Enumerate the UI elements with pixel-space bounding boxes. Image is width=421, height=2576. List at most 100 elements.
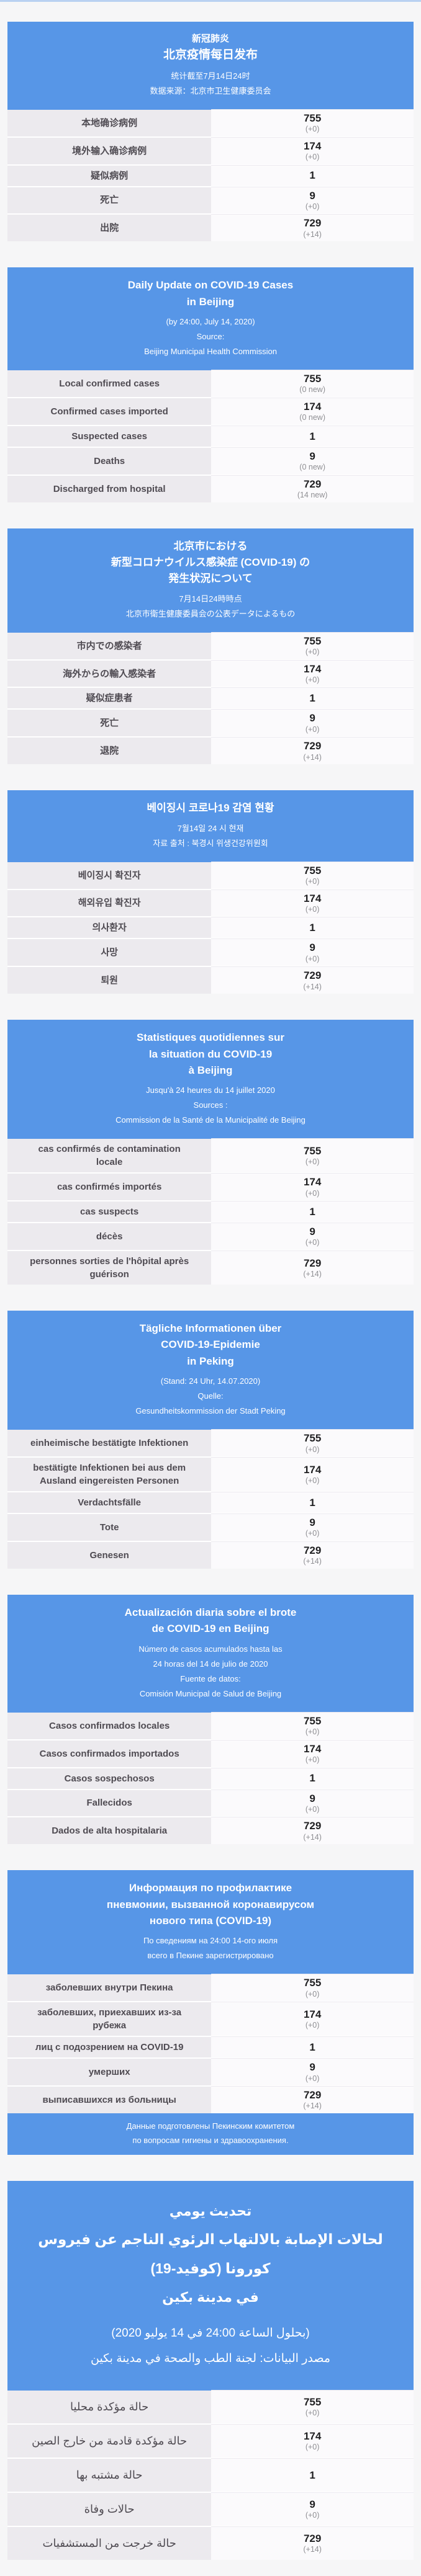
stat-label: Tote [7, 1514, 212, 1541]
stat-row: 海外からの輸入感染者 174 (+0) [7, 659, 414, 687]
stat-row: 本地确诊病例 755 (+0) [7, 109, 414, 136]
stat-delta: (+0) [305, 1238, 320, 1247]
stat-delta: (+14) [303, 982, 322, 991]
stat-value: 174 [303, 1742, 322, 1755]
stat-label: حالة مؤكدة محليا [7, 2390, 212, 2423]
section-fr: Statistiques quotidiennes sur la situatio… [7, 1020, 414, 1285]
stat-label: Fallecidos [7, 1789, 212, 1817]
stat-value-cell: 9 (+0) [211, 186, 414, 214]
section-de: Tägliche Informationen über COVID-19-Epid… [7, 1311, 414, 1569]
stat-label: cas confirmés importés [7, 1174, 212, 1201]
stat-row: заболевших, приехавших из-за рубежа 174 (+… [7, 2001, 414, 2036]
stat-value: 174 [303, 662, 322, 675]
section-subtitle-line: 7月14日24時時点 [179, 594, 242, 604]
stat-value-cell: 9 (+0) [211, 1789, 414, 1817]
stat-row: Local confirmed cases 755 (0 new) [7, 370, 414, 397]
section-title: Statistiques quotidiennes sur la situatio… [16, 1030, 405, 1079]
stat-row: 疑似病例 1 [7, 164, 414, 186]
stat-value: 174 [303, 1463, 322, 1476]
section-title: 베이징시 코로나19 감염 현황 [16, 800, 405, 816]
section-subtitle: 统计截至7月14日24时 数据来源：北京市卫生健康委员会 [16, 69, 405, 99]
stat-label: Discharged from hospital [7, 475, 212, 502]
stat-label: حالة مؤكدة قادمة من خارج الصين [7, 2424, 212, 2458]
stat-label: 境外输入确诊病例 [7, 137, 212, 164]
stat-value: 729 [303, 2533, 322, 2545]
section-title-line: لحالات الإصابة بالالتهاب الرئوي الناجم ع… [38, 2231, 383, 2277]
section-title-line: in Beijing [186, 295, 235, 308]
stat-row: Tote 9 (+0) [7, 1513, 414, 1541]
section-subtitle: 7월14일 24 시 현재 자료 출처 : 북경시 위생건강위원회 [16, 821, 405, 851]
stat-value: 1 [309, 1497, 315, 1509]
stat-label: 本地确诊病例 [7, 109, 212, 136]
section-title: Daily Update on COVID-19 Cases in Beijing [16, 277, 405, 310]
section-ar: تحديث يومي لحالات الإصابة بالالتهاب الرئو… [7, 2180, 414, 2560]
stat-label: Casos confirmados importados [7, 1740, 212, 1767]
stat-label: 의사환자 [7, 917, 212, 938]
stat-value: 1 [309, 169, 315, 182]
stat-row: 사망 9 (+0) [7, 938, 414, 966]
section-subtitle-line: Quelle: [197, 1391, 224, 1401]
stat-label: Casos confirmados locales [7, 1712, 212, 1739]
stat-row: 出院 729 (+14) [7, 213, 414, 242]
stat-row: حالة مؤكدة محليا 755 (+0) [7, 2389, 414, 2423]
stat-delta: (+0) [305, 904, 320, 914]
stat-value-cell: 9 (+0) [211, 2058, 414, 2086]
stat-row: حالات وفاة 9 (+0) [7, 2491, 414, 2526]
stat-value-cell: 174 (+0) [211, 1457, 414, 1492]
section-subtitle-line: (بحلول الساعة 24:00 في 14 يوليو 2020) [111, 2327, 310, 2340]
stat-value: 729 [303, 1820, 322, 1832]
section-subtitle-line: Comisión Municipal de Salud de Beijing [139, 1688, 282, 1698]
stat-value-cell: 9 (+0) [211, 709, 414, 737]
stat-row: 베이징시 확진자 755 (+0) [7, 861, 414, 889]
stat-delta: (+0) [305, 2074, 320, 2083]
stat-delta: (+0) [305, 724, 320, 734]
stat-label: заболевших, приехавших из-за рубежа [7, 2002, 212, 2036]
section-title-line: تحديث يومي [169, 2203, 252, 2219]
stat-value-cell: 1 [211, 1767, 414, 1789]
stat-value-cell: 729 (+14) [211, 214, 414, 242]
stat-value: 174 [303, 892, 322, 904]
stat-value-cell: 1 [211, 1492, 414, 1513]
stat-value: 1 [309, 2469, 315, 2481]
stat-row: Fallecidos 9 (+0) [7, 1788, 414, 1817]
stat-row: выписавшихся из больницы 729 (+14) [7, 2085, 414, 2114]
section-subtitle-line: Número de casos acumulados hasta las [138, 1644, 283, 1654]
stat-label: умерших [7, 2059, 212, 2086]
stat-row: заболевших внутри Пекина 755 (+0) [7, 1974, 414, 2002]
section-title: 新冠肺炎 北京疫情每日发布 [16, 32, 405, 65]
section-header: Информация по профилактике пневмонии, выз… [7, 1870, 414, 1975]
stat-value-cell: 9 (0 new) [211, 447, 414, 475]
stat-value: 729 [303, 217, 322, 230]
stat-label: حالة خرجت من المستشفيات [7, 2526, 212, 2560]
stat-delta: (+0) [305, 202, 320, 211]
stat-value: 755 [303, 1714, 322, 1727]
stat-label: Dados de alta hospitalaria [7, 1817, 212, 1845]
stat-row: 死亡 9 (+0) [7, 185, 414, 214]
section-title-line: 新型コロナウイルス感染症 (COVID-19) の [111, 556, 310, 568]
stat-value-cell: 174 (+0) [211, 2423, 414, 2458]
stat-value: 729 [303, 2089, 322, 2101]
section-ru: Информация по профилактике пневмонии, выз… [7, 1870, 414, 2155]
stat-label: 市内での感染者 [7, 632, 212, 659]
section-subtitle-line: 北京市衛生健康委員会の公表データによるもの [125, 608, 296, 618]
stat-label: Casos sospechosos [7, 1768, 212, 1789]
section-title-line: 新冠肺炎 [191, 33, 229, 44]
section-subtitle: (by 24:00, July 14, 2020) Source: Beijing … [16, 314, 405, 359]
section-title-line: 発生状況について [168, 573, 253, 585]
stat-row: حالة خرجت من المستشفيات 729 (+14) [7, 2525, 414, 2560]
stat-row: حالة مشتبه بها 1 [7, 2457, 414, 2492]
stat-row: 退院 729 (+14) [7, 736, 414, 765]
stat-value-cell: 755 (+0) [211, 861, 414, 889]
stat-value: 755 [303, 1432, 322, 1445]
stat-label: Local confirmed cases [7, 370, 212, 397]
stat-value: 174 [303, 2008, 322, 2020]
stat-value-cell: 729 (+14) [211, 1541, 414, 1569]
stat-value-cell: 755 (+0) [211, 631, 414, 659]
section-subtitle-line: Jusqu'à 24 heures du 14 juillet 2020 [146, 1085, 275, 1095]
stat-value-cell: 729 (14 new) [211, 475, 414, 502]
section-subtitle-line: Fuente de datos: [180, 1674, 241, 1683]
stat-value-cell: 729 (+14) [211, 2526, 414, 2560]
stat-label: 死亡 [7, 187, 212, 214]
stat-row: bestätigte Infektionen bei aus dem Ausla… [7, 1456, 414, 1492]
section-header: تحديث يومي لحالات الإصابة بالالتهاب الرئو… [7, 2180, 414, 2391]
